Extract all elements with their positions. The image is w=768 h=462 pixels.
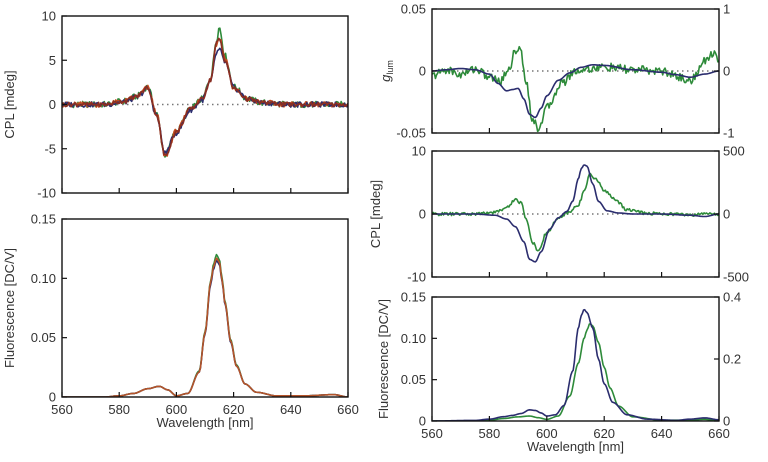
y-axis-label: Fluorescence [DC/V]	[376, 299, 391, 419]
y-tick-label: 0	[49, 97, 56, 112]
y-axis-label: glum	[378, 60, 395, 82]
x-axis-label: Wavelength [nm]	[156, 415, 253, 430]
y-axis-label: Fluorescence [DC/V]	[2, 248, 17, 368]
y-tick-label: 0.10	[401, 331, 426, 346]
y2-tick-label: -500	[723, 270, 749, 285]
y-tick-label: 0.05	[31, 330, 56, 345]
y-tick-label: 0.10	[31, 271, 56, 286]
y2-tick-label: 0	[723, 414, 730, 429]
x-tick-label: 640	[651, 426, 673, 441]
y2-tick-label: 1	[723, 2, 730, 17]
y-tick-label: 0	[419, 64, 426, 79]
y2-tick-label: 0	[723, 64, 730, 79]
y-axis-label-main: g	[378, 74, 393, 82]
y-tick-label: -10	[37, 186, 56, 201]
panel-left_cpl: -10 -5 0 5 10 CPL [mdeg]	[2, 9, 349, 201]
panel-right_fluo: 560 580 600 620 640 66000.050.100.1500.20.4Fl…	[376, 290, 741, 455]
x-tick-label: 560	[51, 402, 73, 417]
x-tick-label: 600	[166, 402, 188, 417]
series-group-left_cpl	[62, 27, 348, 158]
y-axis-label: CPL [mdeg]	[368, 180, 383, 248]
series-line-cpl-right-axis	[432, 164, 719, 263]
series-group-right_glum	[432, 45, 719, 133]
y-axis-label-sub: lum	[385, 60, 395, 75]
y2-tick-label: 0	[723, 207, 730, 222]
x-tick-label: 620	[593, 426, 615, 441]
series-line-fluo-right-axis	[432, 308, 719, 421]
plot-frame	[61, 218, 349, 398]
y2-tick-label: 0.4	[723, 290, 741, 305]
x-tick-label: 640	[280, 402, 302, 417]
y-tick-label: -5	[44, 141, 56, 156]
y2-tick-label: 500	[723, 144, 745, 159]
series-line-trace-4	[62, 37, 348, 156]
panel-left_fluo: 560 580 600 620 640 660 0 0.05 0.10 0.15 Fluoresce…	[2, 212, 359, 431]
y-axis-label: CPL [mdeg]	[2, 70, 17, 138]
series-group-right_cpl	[432, 164, 719, 263]
y-tick-label: 10	[412, 144, 426, 159]
y-tick-label: -10	[407, 270, 426, 285]
x-tick-label: 620	[223, 402, 245, 417]
y-tick-label: 0.15	[401, 290, 426, 305]
x-tick-label: 580	[479, 426, 501, 441]
y-tick-label: 0.05	[401, 372, 426, 387]
x-tick-label: 580	[108, 402, 130, 417]
x-tick-label: 600	[536, 426, 558, 441]
x-tick-label: 560	[421, 426, 443, 441]
panel-right_cpl: -10 0 10 -500 0 500 CPL [mdeg]	[368, 144, 749, 285]
y-tick-label: 0.05	[401, 2, 426, 17]
y-tick-label: 5	[49, 53, 56, 68]
y2-tick-label: -1	[723, 126, 735, 141]
x-tick-label: 660	[708, 426, 730, 441]
series-line-g-left-axis	[432, 45, 719, 133]
y-tick-label: 0	[49, 390, 56, 405]
y-tick-label: 0	[419, 414, 426, 429]
x-axis-label: Wavelength [nm]	[527, 439, 624, 454]
x-tick-label: 660	[337, 402, 359, 417]
panel-right_glum: -0.05 0 0.05 -1 0 1 glum	[378, 2, 735, 141]
y-tick-label: 10	[42, 9, 56, 24]
y-tick-label: -0.05	[396, 126, 426, 141]
y-tick-label: 0.15	[31, 212, 56, 227]
y2-tick-label: 0.2	[723, 352, 741, 367]
y-tick-label: 0	[419, 207, 426, 222]
series-line-g-right-axis	[432, 64, 719, 119]
